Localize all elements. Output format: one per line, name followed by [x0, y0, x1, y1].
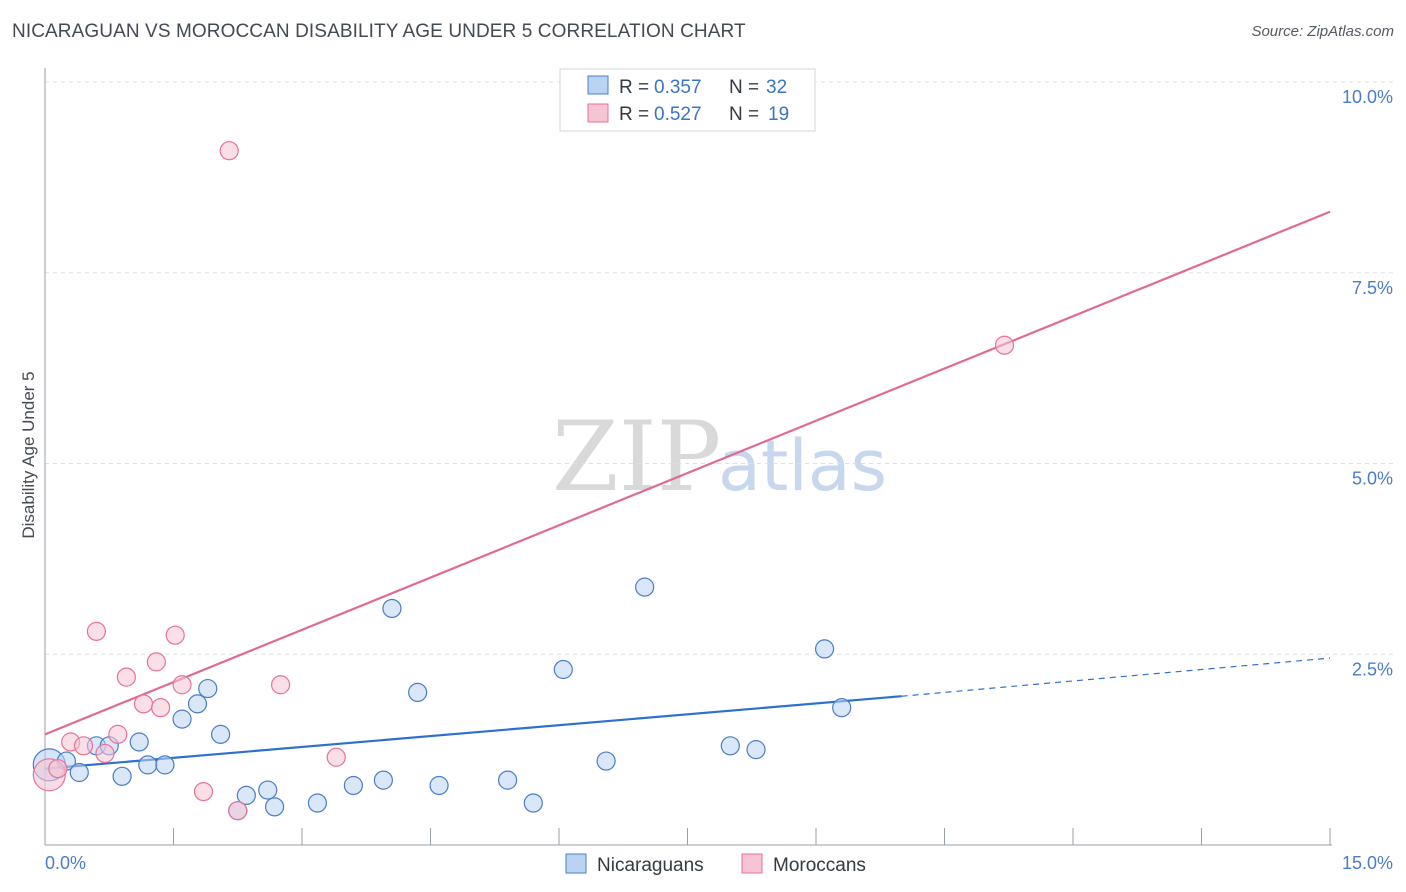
bottom-legend-label-moroccans: Moroccans — [773, 855, 866, 876]
point-moroccans-8 — [133, 694, 154, 714]
point-nicaraguans-17 — [307, 793, 328, 813]
point-nicaraguans-7 — [138, 755, 158, 775]
legend-n-label-2: N = — [729, 104, 759, 125]
point-moroccans-3 — [73, 736, 94, 756]
y-tick-label-3: 10.0% — [1342, 87, 1393, 107]
point-nicaraguans-27 — [635, 577, 655, 597]
point-nicaraguans-30 — [814, 639, 835, 659]
bottom-legend-label-nicaraguans: Nicaraguans — [597, 855, 704, 876]
point-nicaraguans-25 — [553, 659, 573, 680]
point-nicaraguans-16 — [264, 797, 285, 817]
point-moroccans-7 — [116, 667, 136, 687]
point-moroccans-6 — [108, 724, 128, 744]
point-nicaraguans-8 — [155, 755, 175, 775]
watermark-atlas: atlas — [718, 425, 887, 507]
point-nicaraguans-15 — [258, 780, 278, 800]
trend-line-nicaraguans-extension — [901, 657, 1331, 697]
point-nicaraguans-20 — [382, 598, 402, 619]
point-nicaraguans-26 — [596, 751, 616, 771]
legend-n-value-1: 32 — [766, 77, 787, 98]
point-nicaraguans-22 — [429, 775, 449, 796]
legend-r-label-2: R = — [619, 104, 649, 125]
point-nicaraguans-24 — [523, 793, 543, 813]
point-moroccans-13 — [193, 781, 214, 802]
point-nicaraguans-18 — [343, 775, 363, 796]
point-moroccans-16 — [270, 675, 291, 695]
source-label: Source: ZipAtlas.com — [1251, 23, 1394, 40]
point-nicaraguans-21 — [408, 682, 428, 703]
point-nicaraguans-11 — [198, 678, 218, 699]
y-tick-label-2: 7.5% — [1352, 278, 1393, 298]
correlation-legend: R = 0.357 N = 32 R = 0.527 N = 19 — [559, 68, 816, 132]
data-points — [32, 141, 1015, 821]
point-nicaraguans-28 — [720, 736, 740, 756]
trend-line-nicaraguans — [44, 695, 902, 770]
point-moroccans-5 — [95, 743, 115, 764]
bottom-legend-swatch-nicaraguans — [565, 853, 587, 874]
trend-line-moroccans — [44, 210, 1331, 736]
point-moroccans-14 — [219, 141, 239, 161]
point-nicaraguans-23 — [498, 770, 518, 790]
legend-swatch-moroccans — [587, 103, 609, 123]
point-moroccans-9 — [146, 652, 166, 672]
point-moroccans-10 — [151, 698, 171, 718]
point-nicaraguans-5 — [112, 766, 132, 786]
point-nicaraguans-12 — [211, 724, 231, 744]
point-nicaraguans-2 — [69, 762, 89, 783]
trend-lines — [44, 210, 1331, 770]
x-tick-label-min: 0.0% — [45, 853, 86, 873]
bottom-legend-swatch-moroccans — [741, 853, 763, 874]
y-tick-label-0: 2.5% — [1352, 659, 1393, 679]
gridlines — [45, 81, 1393, 655]
y-tick-label-1: 5.0% — [1352, 469, 1393, 489]
point-moroccans-12 — [172, 675, 192, 695]
point-nicaraguans-9 — [172, 709, 192, 729]
legend-r-value-2: 0.527 — [654, 104, 702, 125]
point-moroccans-1 — [48, 759, 68, 779]
point-moroccans-11 — [165, 625, 185, 645]
x-tick-label-max: 15.0% — [1342, 853, 1393, 873]
point-nicaraguans-14 — [236, 785, 256, 806]
point-moroccans-4 — [86, 621, 107, 641]
point-nicaraguans-10 — [187, 694, 208, 714]
point-nicaraguans-19 — [373, 770, 393, 790]
legend-r-value-1: 0.357 — [654, 77, 702, 98]
y-axis-label: Disability Age Under 5 — [19, 371, 38, 538]
point-nicaraguans-29 — [746, 740, 766, 760]
legend-n-value-2: 19 — [768, 104, 789, 125]
point-moroccans-15 — [228, 801, 248, 821]
legend-swatch-nicaraguans — [587, 75, 609, 95]
chart-title: NICARAGUAN VS MOROCCAN DISABILITY AGE UN… — [12, 21, 746, 42]
series-legend: Nicaraguans Moroccans — [565, 853, 866, 876]
x-axis-ticks — [173, 828, 1331, 845]
point-moroccans-18 — [994, 335, 1015, 355]
legend-r-label-1: R = — [619, 77, 649, 98]
watermark-zip: ZIP — [552, 401, 721, 513]
point-nicaraguans-6 — [129, 732, 149, 752]
point-moroccans-17 — [326, 747, 346, 767]
legend-n-label-1: N = — [729, 77, 759, 98]
point-nicaraguans-31 — [832, 698, 852, 718]
y-tick-labels: 2.5% 5.0% 7.5% 10.0% — [1342, 87, 1393, 679]
